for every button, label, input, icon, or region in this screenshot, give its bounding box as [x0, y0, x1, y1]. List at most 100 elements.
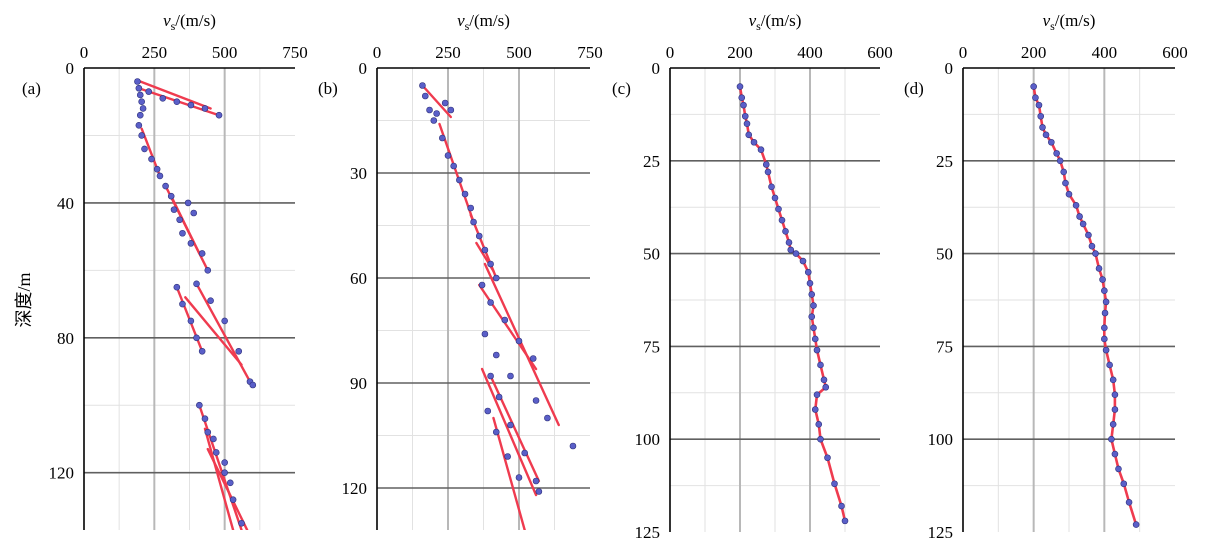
- y-tick-label: 125: [928, 523, 954, 542]
- data-point: [495, 393, 503, 401]
- data-point: [1106, 361, 1113, 369]
- data-point: [1109, 421, 1117, 428]
- x-tick-label: 500: [506, 43, 532, 62]
- data-point: [808, 313, 816, 321]
- x-tick-label: 750: [577, 43, 603, 62]
- data-layer: [134, 78, 257, 530]
- data-point: [507, 372, 514, 380]
- data-point: [478, 281, 486, 289]
- data-point: [193, 334, 200, 342]
- x-axis-title-symbol: v: [457, 11, 465, 30]
- panel-a: vs/(m/s) 0 250 500 750 0 40 80 120 (a): [22, 11, 308, 530]
- data-point: [421, 92, 429, 100]
- data-point: [817, 435, 824, 443]
- data-point: [1108, 435, 1115, 443]
- data-point: [162, 182, 169, 190]
- data-point: [447, 106, 455, 114]
- series-line-segment: [483, 262, 560, 427]
- data-point: [768, 183, 775, 191]
- data-point: [782, 228, 789, 235]
- x-tick-label: 500: [212, 43, 238, 62]
- x-axis-title: vs/(m/s): [1043, 11, 1096, 33]
- x-axis-title-unit: /(m/s): [761, 11, 802, 30]
- data-point: [1053, 150, 1060, 157]
- data-point: [532, 477, 540, 485]
- x-tick-label: 0: [959, 43, 968, 62]
- x-tick-label: 0: [80, 43, 89, 62]
- y-tick-label: 80: [57, 329, 74, 348]
- data-point: [167, 192, 175, 200]
- data-point: [1095, 265, 1103, 272]
- y-tick-label: 60: [350, 269, 367, 288]
- data-point: [467, 204, 475, 212]
- data-point: [820, 376, 828, 384]
- x-axis-title: vs/(m/s): [163, 11, 216, 33]
- data-point: [196, 401, 203, 409]
- data-point: [838, 502, 845, 510]
- series-line-segment: [480, 367, 538, 497]
- data-point: [135, 122, 143, 129]
- data-point: [1079, 220, 1087, 228]
- data-point: [145, 88, 153, 95]
- data-point: [148, 155, 155, 163]
- series-line-segment: [203, 427, 235, 530]
- y-tick-label: 50: [936, 245, 953, 264]
- data-point: [750, 138, 758, 146]
- panel-label: (c): [612, 79, 631, 98]
- data-point: [785, 239, 793, 246]
- data-point: [778, 216, 786, 224]
- data-point: [1115, 465, 1122, 473]
- data-point: [1039, 124, 1046, 131]
- x-axis-title-symbol: v: [1043, 11, 1051, 30]
- data-point: [487, 260, 494, 268]
- data-point: [134, 78, 141, 85]
- data-point: [544, 414, 551, 422]
- panel-c: vs/(m/s) 0 200 400 600 0 25 50 75 100 125 (c): [612, 11, 893, 542]
- x-axis-title-subscript: s: [171, 19, 176, 33]
- data-point: [136, 91, 144, 99]
- data-point: [229, 496, 237, 503]
- data-point: [215, 111, 223, 119]
- data-point: [170, 206, 178, 213]
- y-tick-label: 100: [928, 430, 954, 449]
- x-tick-label: 250: [435, 43, 461, 62]
- y-tick-label: 40: [57, 194, 74, 213]
- data-point: [173, 283, 181, 291]
- x-axis-title-symbol: v: [749, 11, 757, 30]
- data-point: [176, 216, 183, 224]
- data-point: [535, 488, 543, 495]
- series-line: [1032, 86, 1138, 525]
- data-point: [159, 95, 167, 102]
- data-point: [201, 105, 209, 112]
- y-tick-label: 30: [350, 164, 367, 183]
- data-point: [762, 161, 770, 168]
- data-point: [193, 280, 200, 288]
- data-point: [787, 246, 795, 254]
- y-tick-label: 100: [635, 430, 661, 449]
- x-axis-title: vs/(m/s): [749, 11, 802, 33]
- data-point: [235, 347, 243, 355]
- y-tick-label: 0: [359, 59, 368, 78]
- data-point: [139, 105, 147, 112]
- data-point: [1101, 309, 1109, 317]
- data-point: [470, 218, 477, 226]
- data-point: [804, 268, 812, 276]
- y-tick-label: 125: [635, 523, 661, 542]
- data-point: [1056, 157, 1064, 165]
- data-point: [1032, 94, 1039, 101]
- data-point: [187, 101, 195, 109]
- data-point: [569, 442, 577, 450]
- data-point: [141, 145, 148, 153]
- data-point: [238, 519, 245, 527]
- data-point: [529, 355, 537, 362]
- data-point: [487, 372, 494, 380]
- data-point: [507, 421, 514, 429]
- x-axis-title-unit: /(m/s): [175, 11, 216, 30]
- series-line-segment: [421, 84, 453, 119]
- data-point: [179, 300, 186, 308]
- data-point: [179, 229, 186, 237]
- data-point: [1062, 179, 1069, 187]
- data-point: [450, 162, 457, 170]
- y-tick-label: 90: [350, 374, 367, 393]
